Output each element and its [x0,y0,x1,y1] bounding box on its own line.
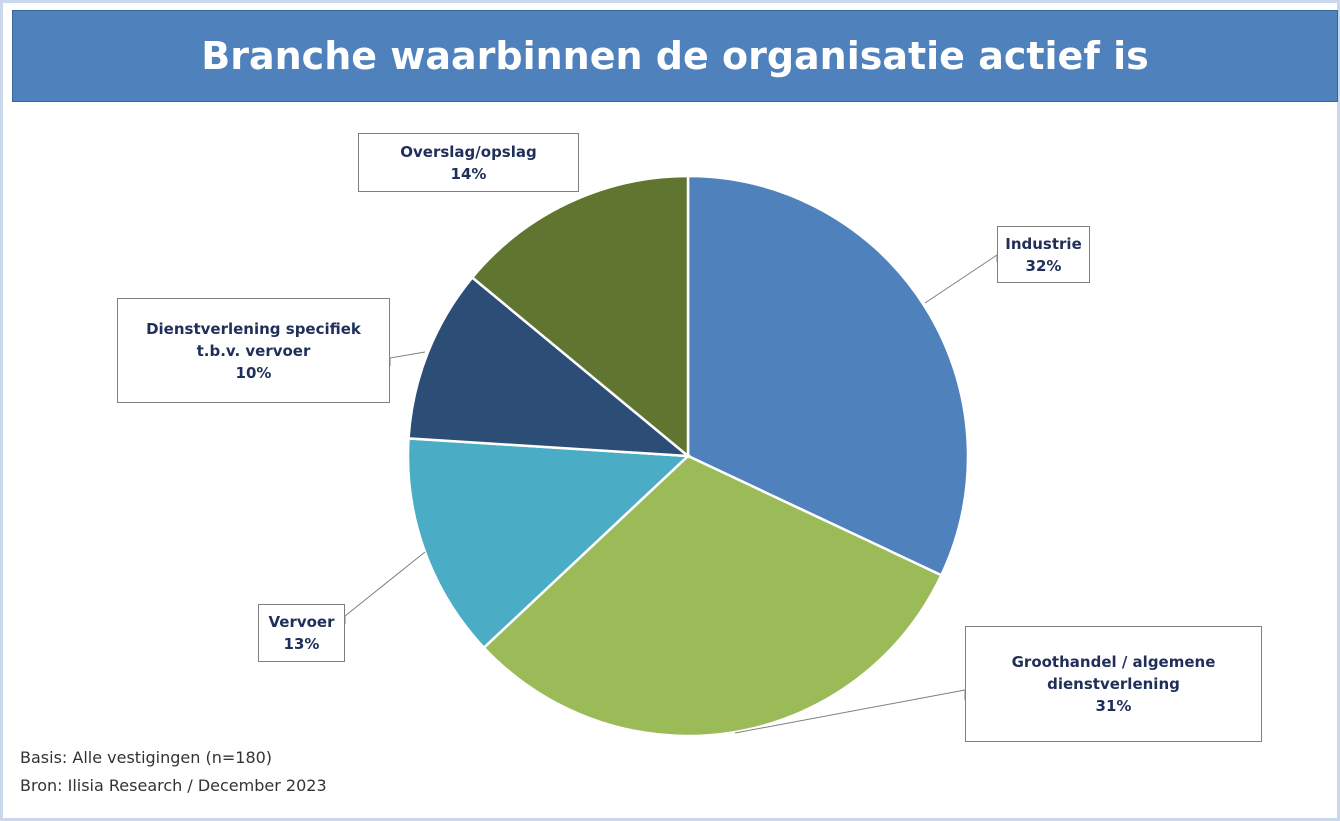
chart-title: Branche waarbinnen de organisatie actief… [12,10,1338,102]
label-box: Groothandel / algemene dienstverlening 3… [965,626,1262,742]
category-label: Industrie [1005,234,1082,253]
category-label: Overslag/opslag [400,142,537,161]
footnote: Basis: Alle vestigingen (n=180) [20,748,273,767]
category-label: Groothandel / algemene dienstverlening [1011,653,1216,693]
pie-slice [406,437,691,650]
value-label: 14% [450,164,487,183]
pie-slice [407,275,692,458]
pie-slice [482,454,944,738]
leader-line [924,254,998,304]
footnote: Bron: Ilisia Research / December 2023 [20,776,327,795]
category-label: Dienstverlening specifiek t.b.v. vervoer [146,319,361,360]
value-label: 13% [283,635,320,653]
leader-line [389,351,426,366]
label-box: Industrie 32% [997,226,1090,283]
value-label: 10% [235,363,272,382]
value-label: 32% [1025,256,1062,275]
pie-slice [686,174,970,577]
pie-slice [470,174,690,459]
label-box: Vervoer 13% [258,604,345,662]
value-label: 31% [1095,697,1132,715]
label-box: Overslag/opslag 14% [358,133,579,192]
leader-line [344,551,426,624]
category-label: Vervoer [268,613,335,631]
label-box: Dienstverlening specifiek t.b.v. vervoer… [117,298,390,403]
